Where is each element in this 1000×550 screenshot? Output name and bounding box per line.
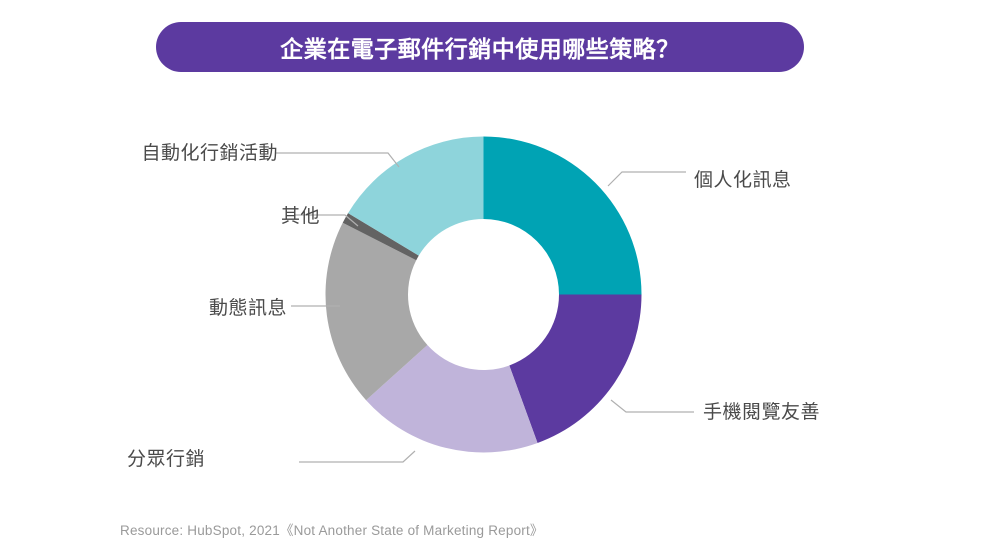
donut-slice[interactable]: [366, 345, 538, 453]
donut-slice[interactable]: [483, 136, 642, 295]
title-pill: 企業在電子郵件行銷中使用哪些策略？: [156, 22, 804, 72]
slice-label-other: 其他: [280, 206, 320, 227]
donut-slices: [325, 136, 642, 453]
slice-label-personalized: 個人化訊息: [694, 170, 792, 191]
source-note: Resource: HubSpot, 2021《Not Another Stat…: [120, 523, 544, 538]
leader-line: [607, 171, 686, 187]
slice-label-dynamic-content: 動態訊息: [208, 298, 287, 319]
leader-line: [299, 450, 416, 463]
page-title: 企業在電子郵件行銷中使用哪些策略？: [280, 36, 680, 62]
slice-label-segmentation: 分眾行銷: [126, 449, 205, 470]
leader-line: [294, 214, 359, 227]
slice-label-mobile-friendly: 手機閱覽友善: [703, 402, 821, 423]
slice-label-automation: 自動化行銷活動: [141, 143, 278, 164]
donut-slice[interactable]: [325, 222, 428, 401]
donut-slice[interactable]: [509, 294, 642, 443]
leader-line: [276, 152, 400, 168]
donut-slice[interactable]: [342, 213, 419, 261]
leader-lines: [276, 152, 694, 463]
leader-line: [610, 399, 694, 413]
donut-slice[interactable]: [348, 136, 484, 256]
